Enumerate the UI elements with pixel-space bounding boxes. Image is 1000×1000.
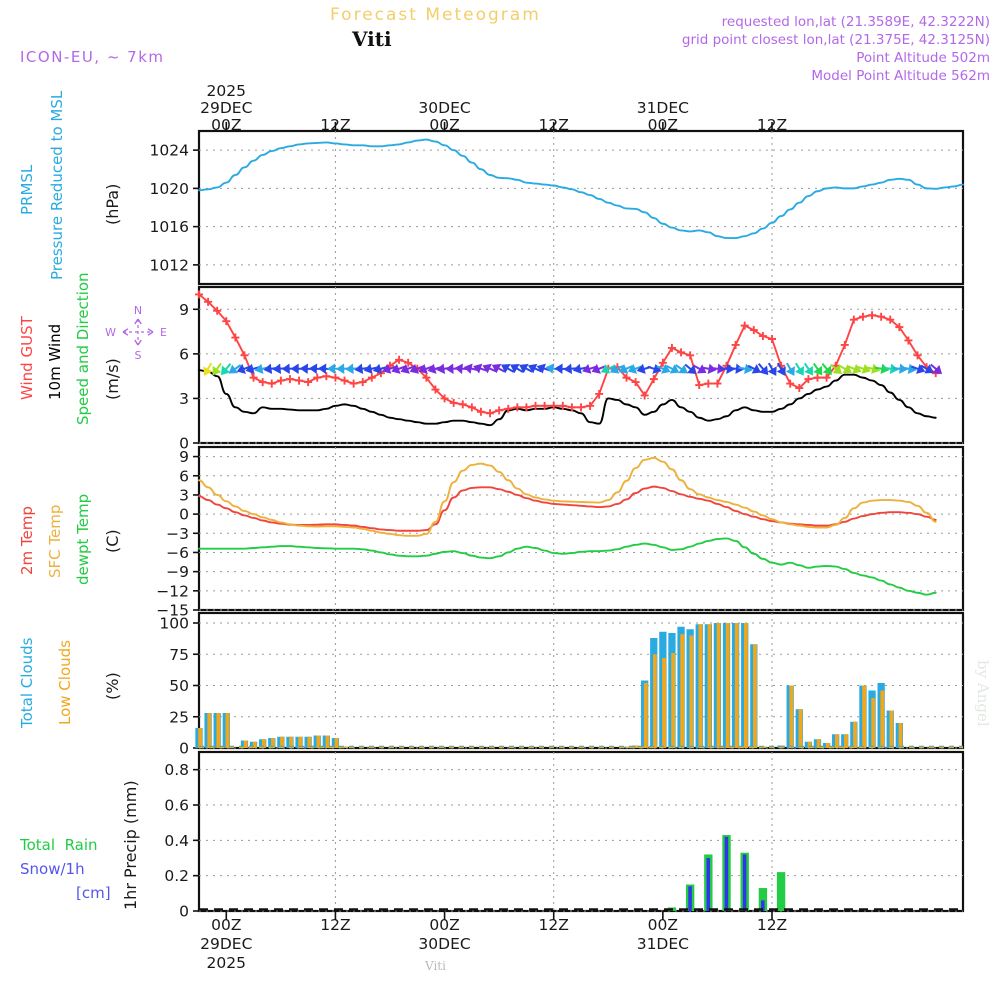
temperature-ylabel: −6 <box>166 544 189 562</box>
compass-rose <box>122 318 154 346</box>
pressure-ylabel: 1012 <box>150 256 189 274</box>
temperature-ylabel: 0 <box>179 506 189 524</box>
top-axis-date: 30DEC <box>418 99 470 117</box>
prmsl-line <box>198 138 964 240</box>
pressure-ylabel: 1016 <box>150 218 189 236</box>
bottom-axis-time-4: 00Z <box>648 916 678 934</box>
bottom-axis-time-3: 12Z <box>539 916 569 934</box>
temperature-ylabel: −12 <box>156 582 189 600</box>
bottom-axis-year: 2025 <box>207 954 246 972</box>
bottom-axis-date: 31DEC <box>637 935 689 953</box>
model-point-altitude: Model Point Altitude 562m <box>811 68 990 84</box>
precip-ylabel: 0.6 <box>164 797 189 815</box>
legend-prmsl: PRMSL <box>18 164 36 215</box>
pressure-ylabel: 1020 <box>150 180 189 198</box>
compass-east: E <box>160 326 167 339</box>
legend-low-clouds: Low Clouds <box>56 640 74 725</box>
legend-2m-temp: 2m Temp <box>18 506 36 575</box>
bottom-axis-date: 29DEC <box>200 935 252 953</box>
forecast-title: Forecast Meteogram <box>330 5 541 25</box>
footer-station-label: Viti <box>424 959 446 973</box>
wind-ylabel: 9 <box>179 301 189 319</box>
unit-precip-mm: 1hr Precip (mm) <box>121 780 140 910</box>
temperature-ylabel: −15 <box>156 602 189 620</box>
legend-speed-direction: Speed and Direction <box>74 272 92 425</box>
compass-north: N <box>134 304 142 317</box>
temperature-ylabel: −9 <box>166 563 189 581</box>
precip-ylabel: 0.4 <box>164 832 189 850</box>
legend-snow-unit: [cm] <box>76 884 111 902</box>
temperature-ylabel: −3 <box>166 525 189 543</box>
bottom-axis-time-0: 00Z <box>211 916 241 934</box>
clouds-frame <box>197 611 965 750</box>
legend-10m-wind: 10m Wind <box>46 324 64 400</box>
low-clouds-bars <box>198 623 903 748</box>
bottom-axis-time-1: 12Z <box>320 916 350 934</box>
precip-ylabel: 0.8 <box>164 761 189 779</box>
station-title: Viti <box>351 27 392 51</box>
bottom-axis-date: 30DEC <box>418 935 470 953</box>
temperature-frame <box>197 445 965 612</box>
wind10m-line <box>198 369 937 427</box>
precip-frame <box>197 750 965 913</box>
windgust-markers <box>195 290 940 418</box>
wind-ylabel: 3 <box>179 390 189 408</box>
legend-sfc-temp: SFC Temp <box>46 505 64 578</box>
top-axis-year: 2025 <box>207 82 246 100</box>
precip-ylabel: 0 <box>179 903 189 921</box>
windgust-line <box>198 293 937 415</box>
pressure-frame <box>197 129 965 286</box>
temp-series-t2m <box>198 485 937 532</box>
wind-frame <box>197 285 965 445</box>
unit-hpa: (hPa) <box>103 184 122 225</box>
temperature-ylabel: 3 <box>179 486 189 504</box>
wind-ylabel: 6 <box>179 345 189 363</box>
compass-west: W <box>105 326 116 339</box>
bottom-axis-time-2: 00Z <box>429 916 459 934</box>
clouds-ylabel: 50 <box>169 677 189 695</box>
top-axis-date: 29DEC <box>200 99 252 117</box>
clouds-ylabel: 0 <box>179 740 189 758</box>
snow-bars <box>688 836 765 911</box>
unit-celsius: (C) <box>103 529 122 553</box>
unit-ms: (m/s) <box>103 358 122 400</box>
wind-ylabel: 0 <box>179 435 189 453</box>
legend-total-clouds: Total Clouds <box>18 637 36 729</box>
legend-prmsl-long: Pressure Reduced to MSL <box>48 90 66 280</box>
requested-lonlat: requested lon,lat (21.3589E, 42.3222N) <box>722 14 990 30</box>
clouds-ylabel: 75 <box>169 646 189 664</box>
precip-ylabel: 0.2 <box>164 867 189 885</box>
temperature-ylabel: 6 <box>179 467 189 485</box>
clouds-ylabel: 100 <box>159 615 189 633</box>
legend-snow-1h: Snow/1h <box>20 860 85 878</box>
legend-wind-gust: Wind GUST <box>18 315 36 400</box>
temperature-ylabel: 9 <box>179 448 189 466</box>
clouds-ylabel: 25 <box>169 708 189 726</box>
compass-south: S <box>135 349 142 362</box>
bottom-axis-time-5: 12Z <box>757 916 787 934</box>
pressure-ylabel: 1024 <box>150 142 189 160</box>
watermark: by Angel <box>974 660 992 727</box>
legend-dewpt-temp: dewpt Temp <box>74 494 92 585</box>
unit-percent: (%) <box>103 672 122 700</box>
legend-total-rain: Total Rain <box>19 836 98 854</box>
wind-direction-arrows <box>203 362 943 376</box>
temp-series-sfc <box>198 456 937 537</box>
model-label: ICON-EU, ~ 7km <box>20 48 165 66</box>
gridpoint-lonlat: grid point closest lon,lat (21.375E, 42.… <box>682 32 990 48</box>
temp-series-dewpt <box>198 537 937 596</box>
point-altitude: Point Altitude 502m <box>856 50 990 66</box>
top-axis-date: 31DEC <box>637 99 689 117</box>
